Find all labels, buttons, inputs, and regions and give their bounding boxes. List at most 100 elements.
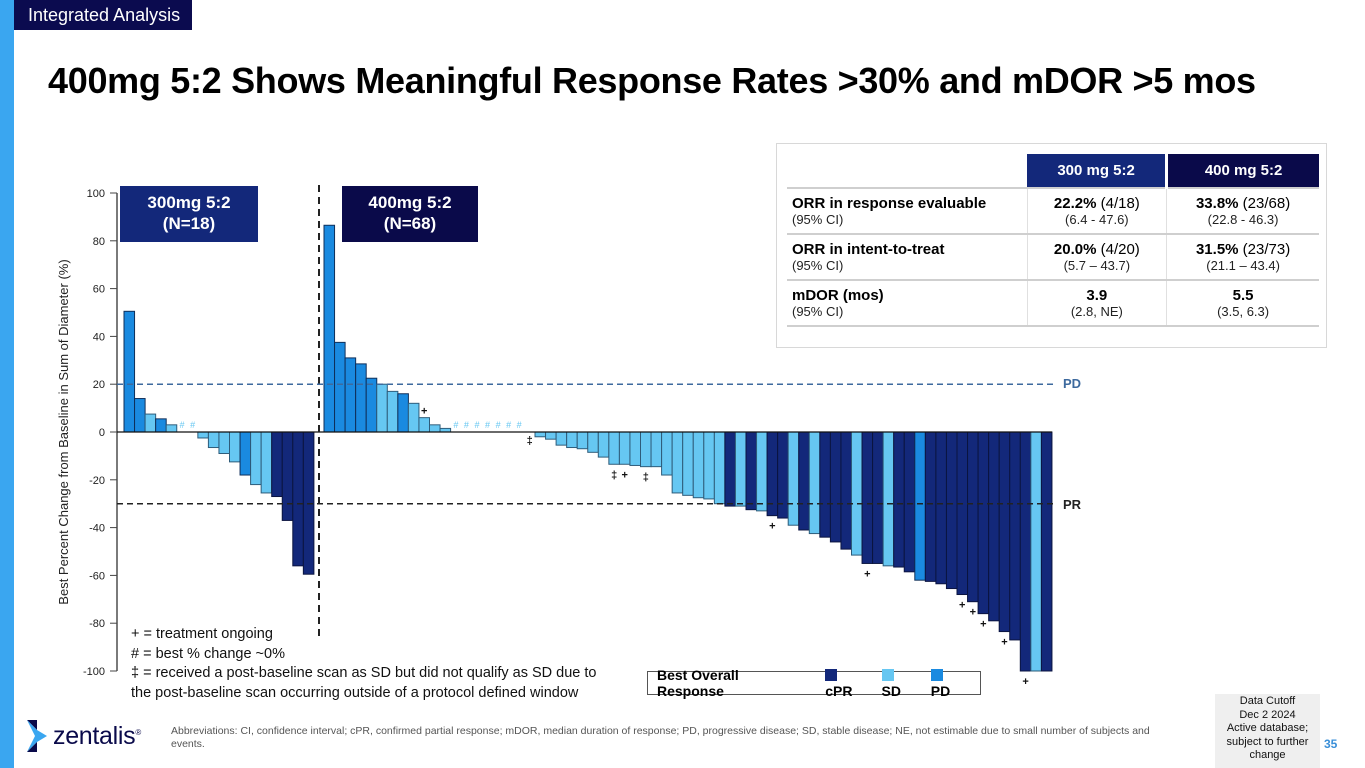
bar-sd [808,431,821,535]
hash-marker: # [474,420,479,430]
ci-300mg: (2.8, NE) [1070,304,1123,319]
bar-sd [851,431,863,556]
table-header-400mg: 400 mg 5:2 [1166,154,1319,188]
bar-sd [386,390,399,433]
bar-sd [756,431,768,512]
bar-cpr [861,431,874,564]
page-number: 35 [1324,737,1338,751]
cutoff-line: Data Cutoff [1239,695,1296,707]
bar-cpr [271,431,283,498]
bar-pd [239,431,252,476]
bar-sd [692,431,705,499]
group-label-300mg: 300mg 5:2 (N=18) [120,186,258,242]
dagger-marker: ‡ [611,469,617,481]
hash-marker: # [506,420,511,430]
cell-400mg: 5.5 (3.5, 6.3) [1166,279,1319,327]
y-tick-label: 100 [87,188,105,200]
hash-marker: # [464,420,469,430]
bar-sd [207,431,220,449]
bar-cpr [777,431,789,519]
legend-title: Best Overall Response [657,667,739,699]
bar-sd [376,383,388,433]
row-label-cell: ORR in response evaluable (95% CI) [787,187,1027,234]
page-title: 400mg 5:2 Shows Meaningful Response Rate… [48,60,1256,101]
company-logo: zentalis ® [27,720,141,752]
treatment-ongoing-marker: + [621,469,627,481]
bar-sd [165,424,178,433]
bar-cpr [893,431,905,568]
value-300mg: 20.0% [1053,241,1097,258]
bar-cpr [998,431,1011,633]
results-table: 300 mg 5:2 400 mg 5:2 ORR in response ev… [787,154,1319,327]
group-label-400mg-line2: (N=68) [383,214,437,233]
bar-sd [260,431,273,494]
group-label-400mg-line1: 400mg 5:2 [368,193,452,212]
value-400mg: 33.8% [1195,195,1239,212]
legend-item-cpr: cPR [825,667,863,699]
bar-cpr [945,431,958,590]
row-label-cell: ORR in intent-to-treat (95% CI) [787,233,1027,280]
ci-400mg: (3.5, 6.3) [1217,304,1270,319]
treatment-ongoing-marker: + [959,600,965,612]
ci-300mg: (5.7 – 43.7) [1063,258,1131,273]
footnote-plus: + = treatment ongoing [131,626,273,642]
group-label-300mg-line2: (N=18) [162,214,216,233]
dagger-marker: ‡ [643,472,649,484]
value-300mg: 3.9 [1086,287,1108,304]
y-tick-label: -100 [83,666,105,678]
zentalis-logo-icon [27,720,47,752]
bar-sd [882,431,895,567]
bar-sd [661,431,673,476]
accent-strip [0,0,14,768]
cutoff-line: change [1249,749,1286,761]
hash-marker: # [190,420,195,430]
bar-sd [555,431,568,446]
pr-line-label: PR [1063,497,1082,512]
legend-swatch-sd [881,669,894,681]
bar-pd [323,224,336,433]
bar-cpr [1019,431,1032,672]
y-tick-label: 60 [93,284,105,296]
bar-sd [229,431,241,463]
results-table-card: 300 mg 5:2 400 mg 5:2 ORR in response ev… [776,143,1327,348]
bar-sd [671,431,684,494]
legend-swatch-pd [930,669,943,681]
table-row: ORR in intent-to-treat (95% CI) 20.0% (4/2… [787,233,1319,280]
value-300mg: 22.2% [1053,195,1097,212]
bar-sd [650,431,663,468]
group-label-300mg-line1: 300mg 5:2 [147,193,231,212]
bar-pd [334,341,346,433]
cutoff-line: Dec 2 2024 [1239,708,1296,721]
bar-sd [218,431,230,455]
ci-400mg: (22.8 - 46.3) [1207,212,1279,227]
bar-sd [703,431,715,500]
cell-300mg: 20.0% (4/20) (5.7 – 43.7) [1026,233,1167,280]
y-tick-label: 40 [93,331,105,343]
treatment-ongoing-marker: + [769,521,775,533]
bar-cpr [724,431,736,507]
bar-cpr [840,431,853,550]
table-header-300mg: 300 mg 5:2 [1027,154,1169,188]
bar-sd [1030,431,1042,672]
bar-sd [734,431,747,507]
table-row: mDOR (mos) (95% CI) 3.9 (2.8, NE) 5.5 (3.5, 6… [787,279,1319,327]
bar-sd [713,431,726,505]
table-header-blank [787,154,1027,188]
logo-registered: ® [135,727,142,737]
hash-marker: # [517,420,522,430]
section-tag: Integrated Analysis [14,0,193,30]
bar-sd [407,402,420,433]
bar-cpr [819,431,831,538]
bar-sd [640,431,652,468]
cutoff-line: subject to further [1226,735,1309,748]
row-label: ORR in intent-to-treat [792,241,945,258]
bar-sd [618,431,631,465]
value-400mg: 31.5% [1195,241,1239,258]
bar-sd [250,431,262,486]
footnotes: + = treatment ongoing # = best % change … [131,625,597,703]
bar-cpr [798,431,810,531]
y-tick-label: 20 [93,379,105,391]
cell-300mg: 3.9 (2.8, NE) [1026,279,1167,327]
bar-cpr [924,431,937,582]
